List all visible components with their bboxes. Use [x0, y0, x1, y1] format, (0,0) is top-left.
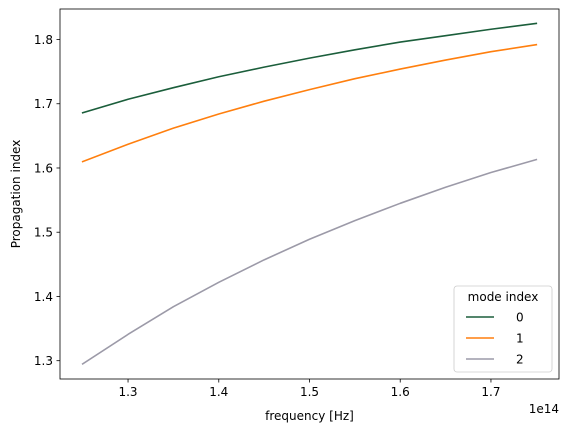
y-axis-label: Propagation index [9, 140, 23, 249]
x-tick-label: 1.5 [300, 385, 319, 399]
legend-box [453, 285, 553, 373]
x-axis-offset-label: 1e14 [529, 402, 559, 416]
y-axis-ticks: 1.3 1.4 1.5 1.6 1.7 1.8 [34, 33, 60, 368]
y-tick-label: 1.8 [34, 33, 53, 47]
y-tick-label: 1.3 [34, 354, 53, 368]
series-line-mode-0 [81, 22, 538, 114]
x-tick-label: 1.6 [391, 385, 410, 399]
x-axis-label: frequency [Hz] [265, 409, 354, 423]
y-tick-label: 1.7 [34, 97, 53, 111]
x-tick-label: 1.7 [481, 385, 500, 399]
legend-title: mode index [468, 290, 539, 304]
plot-lines [81, 22, 538, 366]
legend-label-mode-1: 1 [516, 332, 524, 346]
y-tick-label: 1.5 [34, 226, 53, 240]
x-tick-label: 1.3 [118, 385, 137, 399]
y-tick-label: 1.4 [34, 290, 53, 304]
series-line-mode-1 [81, 43, 538, 163]
y-tick-label: 1.6 [34, 161, 53, 175]
x-axis-ticks: 1.3 1.4 1.5 1.6 1.7 [118, 379, 501, 399]
legend-label-mode-2: 2 [516, 353, 524, 367]
x-tick-label: 1.4 [209, 385, 228, 399]
series-line-mode-2 [81, 158, 538, 366]
legend-entries: 0 1 2 [466, 311, 524, 367]
legend-label-mode-0: 0 [516, 311, 524, 325]
legend: mode index 0 1 2 [453, 285, 553, 373]
